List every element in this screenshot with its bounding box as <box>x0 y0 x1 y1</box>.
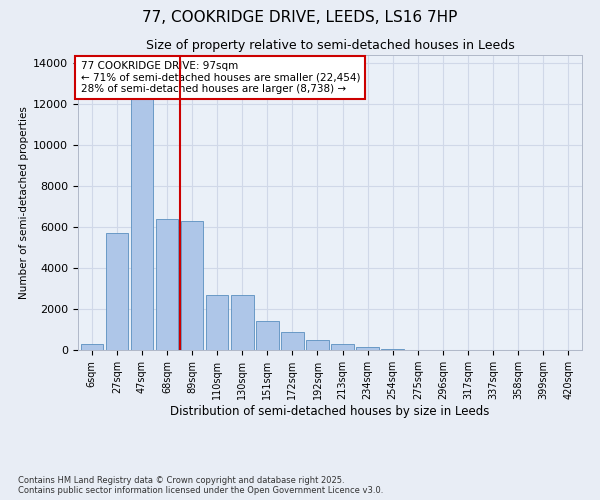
Bar <box>181 221 203 350</box>
Bar <box>331 344 354 350</box>
Text: Contains HM Land Registry data © Crown copyright and database right 2025.
Contai: Contains HM Land Registry data © Crown c… <box>18 476 383 495</box>
Bar <box>206 294 229 350</box>
Bar <box>231 294 254 350</box>
Bar <box>106 233 128 350</box>
Bar <box>156 219 178 350</box>
Y-axis label: Number of semi-detached properties: Number of semi-detached properties <box>19 106 29 299</box>
Text: 77 COOKRIDGE DRIVE: 97sqm
← 71% of semi-detached houses are smaller (22,454)
28%: 77 COOKRIDGE DRIVE: 97sqm ← 71% of semi-… <box>80 61 360 94</box>
Bar <box>281 332 304 350</box>
Bar <box>131 94 153 350</box>
Bar <box>356 347 379 350</box>
Title: Size of property relative to semi-detached houses in Leeds: Size of property relative to semi-detach… <box>146 40 514 52</box>
Bar <box>256 322 278 350</box>
Bar <box>80 344 103 350</box>
X-axis label: Distribution of semi-detached houses by size in Leeds: Distribution of semi-detached houses by … <box>170 405 490 418</box>
Text: 77, COOKRIDGE DRIVE, LEEDS, LS16 7HP: 77, COOKRIDGE DRIVE, LEEDS, LS16 7HP <box>142 10 458 25</box>
Bar <box>382 349 404 350</box>
Bar <box>306 340 329 350</box>
